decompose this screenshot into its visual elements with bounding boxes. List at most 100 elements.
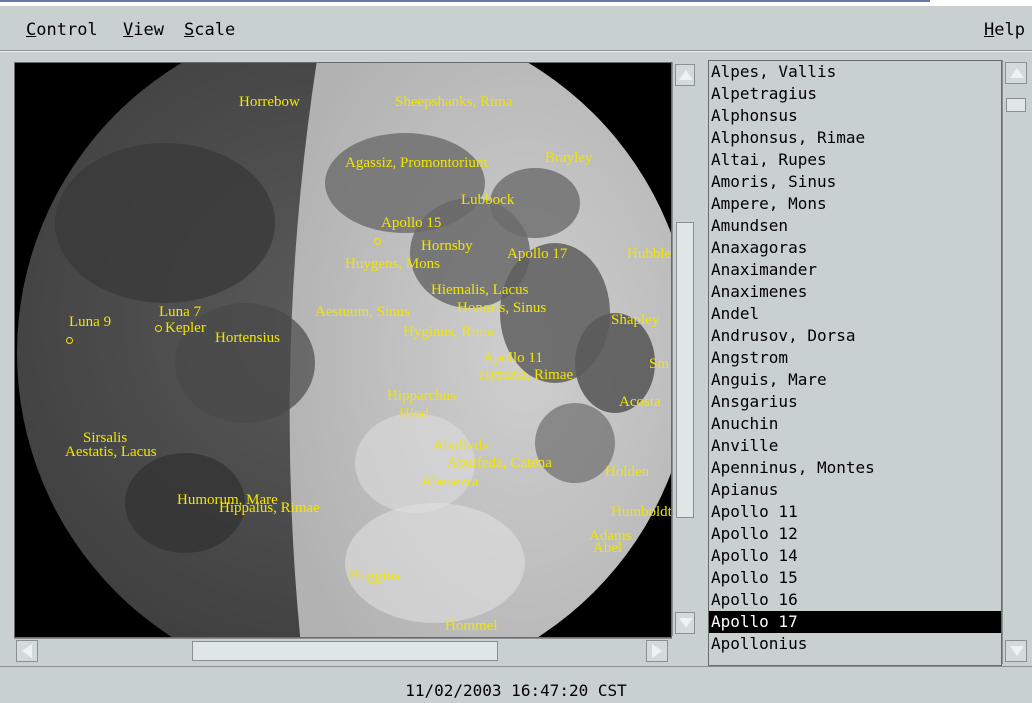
scroll-right-button[interactable]	[646, 640, 668, 662]
map-label[interactable]: Abenezra	[421, 474, 479, 490]
list-item[interactable]: Apianus	[711, 480, 779, 499]
scroll-up-button[interactable]	[1005, 62, 1027, 84]
scroll-left-button[interactable]	[16, 640, 38, 662]
list-item[interactable]: Andrusov, Dorsa	[711, 326, 856, 345]
list-item-selected[interactable]: Apollo 17	[709, 611, 1001, 633]
menu-help[interactable]: Help	[984, 20, 1025, 40]
map-label[interactable]: Hippalus, Rimae	[219, 500, 320, 516]
list-item[interactable]: Alpetragius	[711, 84, 817, 103]
list-item[interactable]: Alphonsus, Rimae	[711, 128, 866, 147]
title-strip	[0, 0, 1032, 6]
list-item[interactable]: Apenninus, Montes	[711, 458, 875, 477]
list-item[interactable]: Altai, Rupes	[711, 150, 827, 169]
map-label[interactable]: Abulfeda, Catena	[447, 455, 552, 471]
arrow-up-icon	[679, 70, 693, 80]
map-label[interactable]: Luna 9	[69, 314, 112, 330]
map-label[interactable]: Hiemalis, Lacus	[431, 282, 529, 298]
map-label[interactable]: Hommel	[445, 618, 498, 634]
map-label[interactable]: Agassiz, Promontorium	[345, 155, 488, 171]
list-item[interactable]: Alpes, Vallis	[711, 62, 837, 81]
map-label[interactable]: Holden	[605, 464, 650, 480]
scroll-thumb[interactable]	[1006, 98, 1026, 112]
menu-control[interactable]: Control	[26, 20, 98, 40]
moon-map-viewport[interactable]: Horrebow Sheepshanks, Rima Agassiz, Prom…	[14, 62, 672, 638]
map-label[interactable]: Luna 7	[159, 304, 202, 320]
map-label[interactable]: Sheepshanks, Rima	[395, 94, 513, 110]
map-label[interactable]: Lubbock	[461, 192, 515, 208]
list-item[interactable]: Apollo 12	[711, 524, 798, 543]
map-label[interactable]: Kepler	[165, 320, 206, 336]
list-item[interactable]: Apollo 14	[711, 546, 798, 565]
list-item[interactable]: Andel	[711, 304, 760, 323]
site-marker[interactable]	[66, 337, 73, 344]
arrow-down-icon	[679, 618, 693, 628]
map-label[interactable]: Hypatia, Rimae	[479, 367, 574, 383]
feature-list[interactable]: Alpes, Vallis Alpetragius Alphonsus Alphons…	[708, 60, 1002, 666]
map-label[interactable]: Abulfeda	[433, 438, 489, 454]
map-label[interactable]: Humorum, Mare	[177, 492, 278, 508]
list-item[interactable]: Apollo 11	[711, 502, 798, 521]
list-item[interactable]: Anaximander	[711, 260, 817, 279]
map-label[interactable]: Adams	[589, 528, 632, 544]
map-label[interactable]: Horrebow	[239, 94, 300, 110]
map-label[interactable]: Aestuum, Sinus	[315, 304, 411, 320]
list-vertical-scrollbar[interactable]	[1002, 60, 1029, 664]
site-marker[interactable]	[374, 238, 381, 245]
map-label[interactable]: Hind	[399, 406, 429, 422]
list-item[interactable]: Apollonius	[711, 634, 808, 653]
scroll-up-button[interactable]	[675, 64, 695, 86]
status-bar: 11/02/2003 16:47:20 CST	[0, 666, 1032, 703]
map-label[interactable]: Aestatis, Lacus	[65, 444, 157, 460]
map-label[interactable]: Huygens, Mons	[345, 256, 441, 272]
map-label[interactable]: Apollo 17	[507, 246, 568, 262]
list-item[interactable]: Anville	[711, 436, 779, 455]
menu-scale-label: Scale	[184, 20, 236, 40]
map-label[interactable]: Hortensius	[215, 330, 280, 346]
list-item[interactable]: Alphonsus	[711, 106, 798, 125]
arrow-down-icon	[1010, 646, 1024, 656]
menu-help-label: Help	[984, 20, 1025, 40]
list-item[interactable]: Anaxagoras	[711, 238, 808, 257]
map-horizontal-scrollbar[interactable]	[14, 638, 672, 663]
list-item[interactable]: Anuchin	[711, 414, 779, 433]
map-label[interactable]: Apollo 11	[483, 350, 543, 366]
site-marker[interactable]	[155, 325, 162, 332]
feature-list-items: Alpes, Vallis Alpetragius Alphonsus Alphons…	[709, 61, 1001, 655]
map-label[interactable]: Hyginus, Rima	[403, 324, 494, 340]
scroll-thumb[interactable]	[192, 641, 498, 661]
menu-view[interactable]: View	[123, 20, 164, 40]
list-item[interactable]: Amundsen	[711, 216, 789, 235]
map-vertical-scrollbar[interactable]	[672, 62, 697, 636]
map-label[interactable]: Hubble	[627, 246, 672, 262]
map-label[interactable]: Abel	[593, 540, 623, 556]
map-label[interactable]: Honoris, Sinus	[457, 300, 547, 316]
map-label[interactable]: Apollo 15	[381, 215, 442, 231]
list-item[interactable]: Apollo 15	[711, 568, 798, 587]
menu-bar: Control View Scale Help	[0, 6, 1032, 50]
map-label[interactable]: Shapley	[611, 312, 660, 328]
list-item[interactable]: Apollo 16	[711, 590, 798, 609]
list-item[interactable]: Ansgarius	[711, 392, 798, 411]
scroll-down-button[interactable]	[1005, 640, 1027, 662]
map-label[interactable]: Hornsby	[421, 238, 473, 254]
map-label[interactable]: Sm	[649, 356, 670, 372]
list-item[interactable]: Angstrom	[711, 348, 789, 367]
menu-separator	[0, 50, 1032, 51]
list-item[interactable]: Anguis, Mare	[711, 370, 827, 389]
list-item[interactable]: Anaximenes	[711, 282, 808, 301]
menu-scale[interactable]: Scale	[184, 20, 235, 40]
scroll-thumb[interactable]	[676, 222, 694, 518]
map-label[interactable]: Huggins	[349, 568, 400, 584]
menu-control-label: Control	[26, 20, 98, 40]
map-label[interactable]: Sirsalis	[83, 430, 128, 446]
arrow-up-icon	[1010, 68, 1024, 78]
status-datetime: 11/02/2003 16:47:20 CST	[405, 681, 627, 700]
map-label[interactable]: Acosta	[619, 394, 661, 410]
arrow-right-icon	[652, 644, 662, 658]
scroll-down-button[interactable]	[675, 612, 695, 634]
list-item[interactable]: Amoris, Sinus	[711, 172, 837, 191]
map-label[interactable]: Humboldt	[611, 504, 672, 520]
map-label[interactable]: Brayley	[545, 150, 593, 166]
list-item[interactable]: Ampere, Mons	[711, 194, 827, 213]
map-label[interactable]: Hipparchus	[387, 388, 457, 404]
